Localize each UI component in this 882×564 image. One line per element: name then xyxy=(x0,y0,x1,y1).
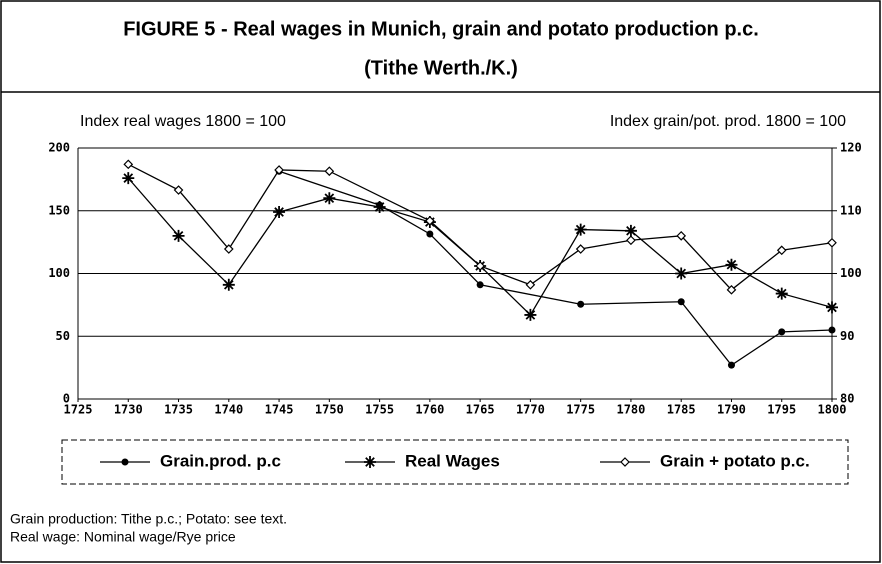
legend-label: Grain + potato p.c. xyxy=(660,451,810,470)
marker xyxy=(222,278,235,291)
y-tick-label: 150 xyxy=(48,203,70,217)
marker xyxy=(575,244,586,254)
y-axis-label: Index real wages 1800 = 100 xyxy=(80,113,286,130)
x-tick-label: 1775 xyxy=(566,403,595,417)
marker xyxy=(373,200,386,213)
marker xyxy=(726,284,737,295)
marker xyxy=(620,457,630,467)
marker xyxy=(776,245,787,256)
marker xyxy=(827,237,837,248)
legend-box xyxy=(61,439,849,485)
marker xyxy=(675,267,688,280)
marker xyxy=(677,298,685,306)
x-tick-label: 1780 xyxy=(616,403,645,417)
marker xyxy=(725,258,738,271)
marker xyxy=(577,300,585,308)
marker xyxy=(223,244,234,254)
marker xyxy=(475,261,485,271)
chart-subtitle: (Tithe Werth./K.) xyxy=(364,57,518,79)
note: Real wage: Nominal wage/Rye price xyxy=(10,529,236,545)
y-tick-label: 0 xyxy=(63,392,70,406)
y2-tick-label: 80 xyxy=(840,392,854,406)
y-tick-label: 100 xyxy=(48,266,70,280)
marker xyxy=(425,215,435,226)
y2-tick-label: 100 xyxy=(840,266,862,280)
note: Grain production: Tithe p.c.; Potato: se… xyxy=(10,511,287,527)
x-tick-label: 1770 xyxy=(516,403,545,417)
x-tick-label: 1785 xyxy=(667,403,696,417)
x-tick-label: 1760 xyxy=(415,403,444,417)
legend-label: Grain.prod. p.c xyxy=(160,451,281,470)
marker xyxy=(778,328,786,336)
marker xyxy=(676,231,687,241)
series-line xyxy=(127,163,833,291)
x-tick-label: 1725 xyxy=(64,403,93,417)
marker xyxy=(121,458,129,466)
marker xyxy=(173,185,184,195)
marker xyxy=(273,206,286,219)
marker xyxy=(574,223,587,236)
marker xyxy=(524,308,537,321)
chart-title: FIGURE 5 - Real wages in Munich, grain a… xyxy=(123,18,759,40)
marker xyxy=(828,326,836,334)
marker xyxy=(324,166,335,177)
marker xyxy=(624,224,637,237)
y-tick-label: 200 xyxy=(48,141,70,155)
marker xyxy=(274,165,284,175)
x-tick-label: 1740 xyxy=(214,403,243,417)
x-tick-label: 1745 xyxy=(265,403,294,417)
series-line xyxy=(127,177,833,316)
marker xyxy=(727,361,735,369)
marker xyxy=(426,230,434,238)
x-tick-label: 1795 xyxy=(767,403,796,417)
x-tick-label: 1750 xyxy=(315,403,344,417)
x-tick-label: 1765 xyxy=(466,403,495,417)
x-tick-label: 1790 xyxy=(717,403,746,417)
marker xyxy=(826,301,838,314)
y-tick-label: 50 xyxy=(56,329,70,343)
y2-tick-label: 90 xyxy=(840,329,854,343)
x-tick-label: 1755 xyxy=(365,403,394,417)
marker xyxy=(364,456,376,468)
x-tick-label: 1800 xyxy=(818,403,847,417)
legend-label: Real Wages xyxy=(405,451,500,470)
x-tick-label: 1730 xyxy=(114,403,143,417)
marker xyxy=(525,279,536,290)
marker xyxy=(172,229,185,242)
marker xyxy=(775,287,788,300)
y2-tick-label: 110 xyxy=(840,203,862,217)
x-tick-label: 1735 xyxy=(164,403,193,417)
marker xyxy=(123,159,134,170)
marker xyxy=(122,172,135,185)
marker xyxy=(476,281,484,289)
marker xyxy=(323,192,336,205)
marker xyxy=(626,235,636,246)
y2-axis-label: Index grain/pot. prod. 1800 = 100 xyxy=(610,113,846,130)
y2-tick-label: 120 xyxy=(840,141,862,155)
